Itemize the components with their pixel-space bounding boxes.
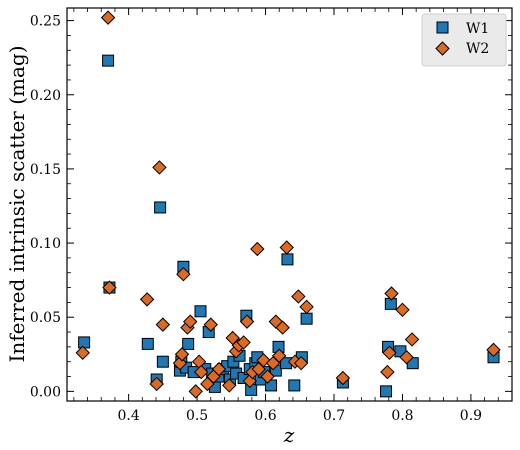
w2-point xyxy=(100,10,116,25)
series-w1-points xyxy=(78,54,500,398)
x-tick-label: 0.6 xyxy=(254,408,276,424)
x-tick-label: 0.9 xyxy=(460,408,482,424)
w2-point xyxy=(384,286,399,301)
w2-point xyxy=(260,369,275,384)
w2-point xyxy=(335,370,351,386)
y-tick-label: 0.05 xyxy=(30,310,61,326)
w1-point xyxy=(194,305,207,318)
y-tick-label: 0.10 xyxy=(30,236,61,252)
y-tick-label: 0.15 xyxy=(30,162,61,178)
w1-point xyxy=(281,253,294,266)
w1-point xyxy=(380,385,393,398)
w2-point xyxy=(188,384,203,399)
legend-w1-label: W1 xyxy=(466,21,489,37)
axis-ticks xyxy=(67,8,512,401)
w2-point xyxy=(380,364,395,380)
w2-point xyxy=(272,348,287,363)
w2-point xyxy=(382,345,397,361)
legend-w1-marker xyxy=(436,21,449,34)
legend-w2-marker xyxy=(435,41,450,56)
w2-point xyxy=(211,361,227,377)
w2-point xyxy=(291,289,306,304)
w1-point xyxy=(300,312,313,325)
legend-box xyxy=(421,13,507,67)
x-tick-label: 0.5 xyxy=(186,408,208,424)
w2-point xyxy=(404,332,420,347)
legend: W1 W2 xyxy=(421,13,507,67)
w2-point xyxy=(102,280,117,295)
w1-point xyxy=(156,355,169,368)
w1-point xyxy=(154,201,167,214)
w2-point xyxy=(176,266,191,282)
y-axis-title: Inferred intrinsic scatter (mag) xyxy=(5,45,29,362)
w1-point xyxy=(182,337,195,350)
w2-point xyxy=(279,240,294,255)
w2-point xyxy=(395,302,410,318)
y-tick-label: 0.00 xyxy=(30,384,61,400)
w2-point xyxy=(203,317,218,332)
w1-point xyxy=(78,336,91,349)
w2-point xyxy=(293,355,309,371)
w2-point xyxy=(174,347,190,362)
y-tick-label: 0.20 xyxy=(30,88,61,104)
w2-point xyxy=(250,241,265,257)
w2-point xyxy=(299,299,314,315)
w1-point xyxy=(102,54,115,67)
w2-point xyxy=(222,378,237,393)
w2-point xyxy=(152,160,167,175)
w2-point xyxy=(236,335,251,350)
w1-point xyxy=(288,379,301,392)
w1-point xyxy=(141,337,154,350)
x-tick-label: 0.7 xyxy=(323,408,345,424)
x-tick-labels: 0.4 0.5 0.6 0.7 0.8 0.9 xyxy=(117,408,482,424)
w2-point xyxy=(149,376,164,392)
legend-w2-label: W2 xyxy=(466,41,489,57)
series-w2-points xyxy=(75,10,501,399)
w2-point xyxy=(275,320,290,335)
y-tick-labels: 0.00 0.05 0.10 0.15 0.20 0.25 xyxy=(30,14,61,401)
w2-point xyxy=(239,314,255,329)
w2-point xyxy=(193,364,209,380)
w2-point xyxy=(399,350,414,365)
w2-point xyxy=(486,342,501,358)
w1-point xyxy=(384,297,397,310)
x-tick-label: 0.8 xyxy=(391,408,413,424)
x-tick-label: 0.4 xyxy=(117,408,139,424)
w2-point xyxy=(139,292,155,307)
w2-point xyxy=(183,314,198,329)
y-tick-label: 0.25 xyxy=(30,14,61,30)
w2-point xyxy=(75,345,90,361)
plot-frame xyxy=(66,7,513,402)
x-axis-title: z xyxy=(283,423,295,447)
w2-point xyxy=(155,317,171,332)
